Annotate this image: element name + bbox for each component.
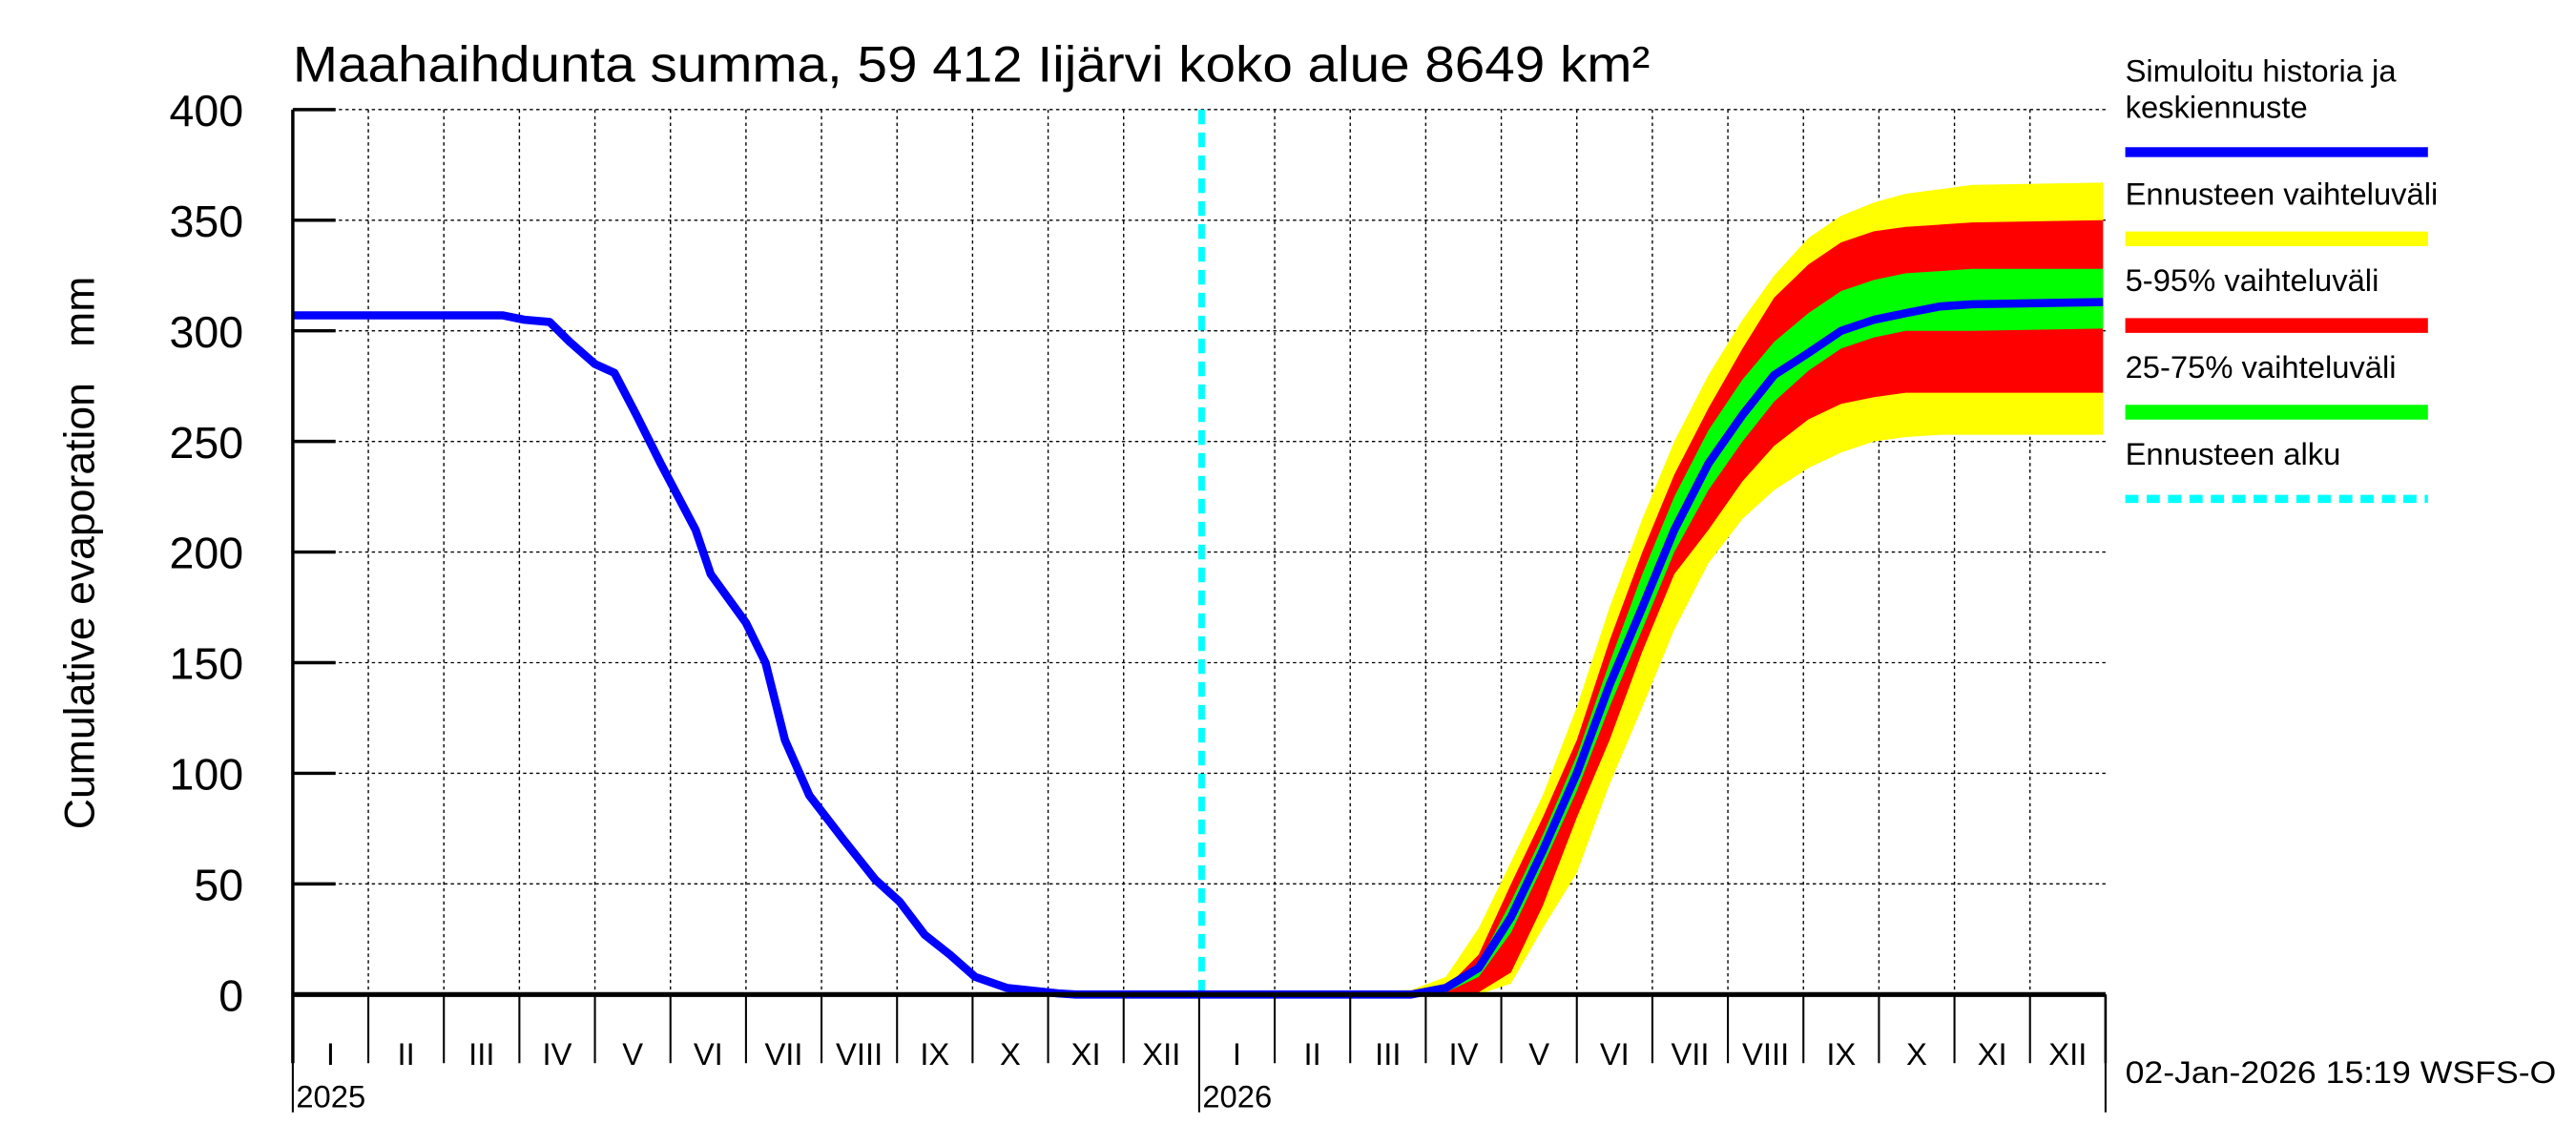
legend-label: 5-95% vaihteluväli (2126, 262, 2379, 298)
month-label: VII (1671, 1036, 1709, 1072)
legend-label: Simuloitu historia ja (2126, 53, 2398, 89)
month-label: X (1000, 1036, 1021, 1072)
month-label: VII (764, 1036, 802, 1072)
month-label: IV (543, 1036, 572, 1072)
month-label: I (1233, 1036, 1241, 1072)
month-label: VIII (836, 1036, 883, 1072)
y-tick-label: 250 (170, 418, 244, 468)
month-label: XII (1142, 1036, 1180, 1072)
month-label: II (398, 1036, 415, 1072)
month-label: XI (1071, 1036, 1101, 1072)
month-label: VI (694, 1036, 723, 1072)
month-label: V (622, 1036, 643, 1072)
y-axis-label: Cumulative evaporation mm (56, 277, 103, 830)
y-tick-label: 0 (218, 971, 243, 1021)
month-label: IV (1449, 1036, 1479, 1072)
chart-title: Maahaihdunta summa, 59 412 Iijärvi koko … (293, 37, 1650, 94)
y-tick-label: 50 (194, 861, 243, 910)
median-forecast-line (1201, 298, 2104, 999)
y-tick-label: 400 (170, 86, 244, 135)
month-label: II (1304, 1036, 1321, 1072)
month-label: IX (920, 1036, 949, 1072)
month-label: I (326, 1036, 335, 1072)
month-label: IX (1826, 1036, 1856, 1072)
y-tick-label: 350 (170, 197, 244, 246)
y-tick-label: 100 (170, 750, 244, 800)
legend-label: keskiennuste (2126, 90, 2308, 125)
month-label: XII (2048, 1036, 2087, 1072)
legend-label: 25-75% vaihteluväli (2126, 349, 2397, 385)
history-line (292, 311, 1202, 999)
month-label: III (1375, 1036, 1401, 1072)
month-label: V (1528, 1036, 1549, 1072)
month-label: VIII (1742, 1036, 1789, 1072)
month-label: VI (1600, 1036, 1630, 1072)
band-5-95 (1201, 219, 2104, 995)
y-tick-label: 200 (170, 529, 244, 578)
month-label: XI (1978, 1036, 2007, 1072)
y-tick-label: 300 (170, 307, 244, 357)
legend-label: Ennusteen vaihteluväli (2126, 176, 2439, 211)
timestamp: 02-Jan-2026 15:19 WSFS-O (2126, 1054, 2557, 1090)
y-tick-label: 150 (170, 639, 244, 689)
year-label: 2026 (1202, 1079, 1272, 1114)
legend-label: Ennusteen alku (2126, 436, 2341, 471)
month-label: X (1906, 1036, 1927, 1072)
month-label: III (468, 1036, 494, 1072)
year-label: 2025 (296, 1079, 365, 1114)
